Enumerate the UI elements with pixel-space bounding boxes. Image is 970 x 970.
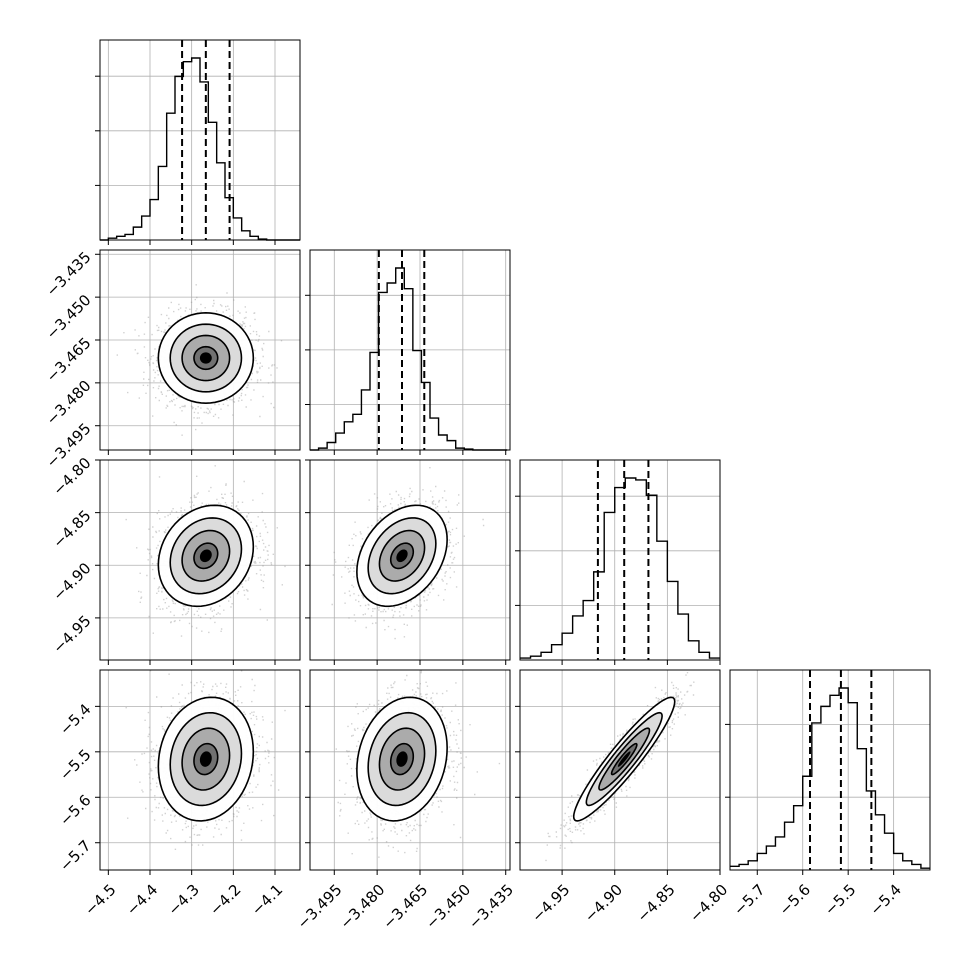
- density-panel-3-1: [305, 669, 511, 875]
- contour-line-1: [181, 529, 231, 582]
- contour-line-2: [585, 711, 663, 807]
- hist-panel-2: [515, 459, 721, 665]
- density-panel-2-0: [95, 459, 301, 665]
- histogram-step-0: [100, 57, 300, 241]
- panel-frame: [99, 249, 301, 451]
- contour-line-1: [378, 727, 426, 791]
- density-peak: [199, 751, 212, 767]
- y-tick-label-2-0: −4.95: [49, 612, 94, 657]
- panel-frame: [519, 459, 721, 661]
- x-tick-label-2-3: −4.80: [686, 881, 731, 926]
- x-tick-label-0-3: −4.2: [206, 881, 244, 919]
- y-tick-label-3-3: −5.4: [56, 700, 94, 738]
- y-tick-label-3-2: −5.5: [56, 746, 94, 784]
- density-contents: [331, 467, 485, 640]
- contour-line-0: [193, 742, 219, 776]
- density-panel-1-0: [95, 249, 301, 455]
- x-tick-label-3-2: −5.5: [821, 881, 859, 919]
- x-tick-label-1-4: −3.435: [465, 881, 517, 933]
- y-tick-label-1-3: −3.450: [43, 291, 95, 343]
- panel-frame: [309, 249, 511, 451]
- contour-line-1: [181, 727, 231, 791]
- density-peak: [396, 751, 408, 767]
- y-tick-label-2-1: −4.90: [49, 559, 94, 604]
- hist-panel-1: [305, 249, 511, 455]
- contour-line-2: [367, 517, 437, 595]
- density-contents: [125, 670, 286, 850]
- contour-line-2: [169, 517, 243, 595]
- x-tick-label-0-4: −4.1: [248, 881, 286, 919]
- density-panel-2-1: [305, 459, 511, 665]
- contour-line-3: [356, 504, 448, 608]
- density-contents: [116, 284, 283, 450]
- panel-frame: [309, 459, 511, 661]
- x-tick-label-2-2: −4.85: [633, 881, 678, 926]
- density-panel-3-0: [95, 669, 301, 875]
- panel-frame: [519, 669, 721, 871]
- contour-line-0: [389, 542, 415, 570]
- histogram-step-2: [520, 477, 720, 659]
- contour-line-2: [367, 711, 437, 807]
- contour-line-0: [389, 742, 415, 776]
- x-tick-label-1-2: −3.465: [379, 881, 431, 933]
- x-tick-label-3-0: −5.7: [730, 881, 768, 919]
- contour-line-3: [157, 312, 255, 404]
- panel-frame: [729, 669, 931, 871]
- density-peak: [396, 549, 408, 563]
- x-tick-label-2-1: −4.90: [581, 881, 626, 926]
- x-tick-label-0-2: −4.3: [164, 881, 202, 919]
- density-contents: [125, 465, 286, 637]
- y-tick-label-1-1: −3.480: [43, 377, 95, 429]
- contour-line-3: [572, 696, 676, 822]
- x-tick-label-3-1: −5.6: [776, 881, 814, 919]
- panel-frame: [99, 459, 301, 661]
- contour-line-1: [181, 334, 231, 382]
- x-tick-label-1-1: −3.480: [336, 881, 388, 933]
- histogram-step-3: [730, 687, 930, 869]
- x-tick-label-2-0: −4.95: [528, 881, 573, 926]
- contour-line-3: [157, 696, 255, 822]
- panel-frame: [99, 39, 301, 241]
- y-tick-label-1-2: −3.465: [43, 334, 95, 386]
- panel-frame: [99, 669, 301, 871]
- hist-panel-0: [95, 39, 301, 245]
- x-tick-label-0-1: −4.4: [123, 881, 161, 919]
- contour-line-3: [157, 504, 255, 608]
- density-peak: [199, 352, 212, 364]
- panel-frame: [309, 669, 511, 871]
- x-tick-label-1-3: −3.450: [422, 881, 474, 933]
- contour-line-2: [169, 711, 243, 807]
- density-panel-3-2: [515, 669, 721, 875]
- contour-line-2: [169, 323, 243, 393]
- density-peak: [617, 751, 631, 767]
- y-tick-label-2-2: −4.85: [49, 506, 94, 551]
- contour-line-1: [598, 727, 651, 791]
- y-tick-label-1-4: −3.435: [43, 248, 95, 300]
- y-tick-label-3-0: −5.7: [56, 837, 94, 875]
- contour-line-3: [356, 696, 448, 822]
- hist-panel-3: [725, 669, 931, 875]
- contour-line-0: [193, 542, 219, 570]
- x-tick-label-0-0: −4.5: [81, 881, 119, 919]
- x-tick-label-3-3: −5.4: [866, 881, 904, 919]
- histogram-step-1: [310, 267, 508, 451]
- contour-line-0: [610, 742, 638, 776]
- density-contents: [335, 670, 501, 858]
- x-tick-label-1-0: −3.495: [294, 881, 346, 933]
- contour-line-1: [378, 529, 426, 582]
- density-contents: [545, 672, 695, 862]
- density-peak: [199, 549, 212, 563]
- contour-line-0: [193, 345, 219, 371]
- y-tick-label-3-1: −5.6: [56, 791, 94, 829]
